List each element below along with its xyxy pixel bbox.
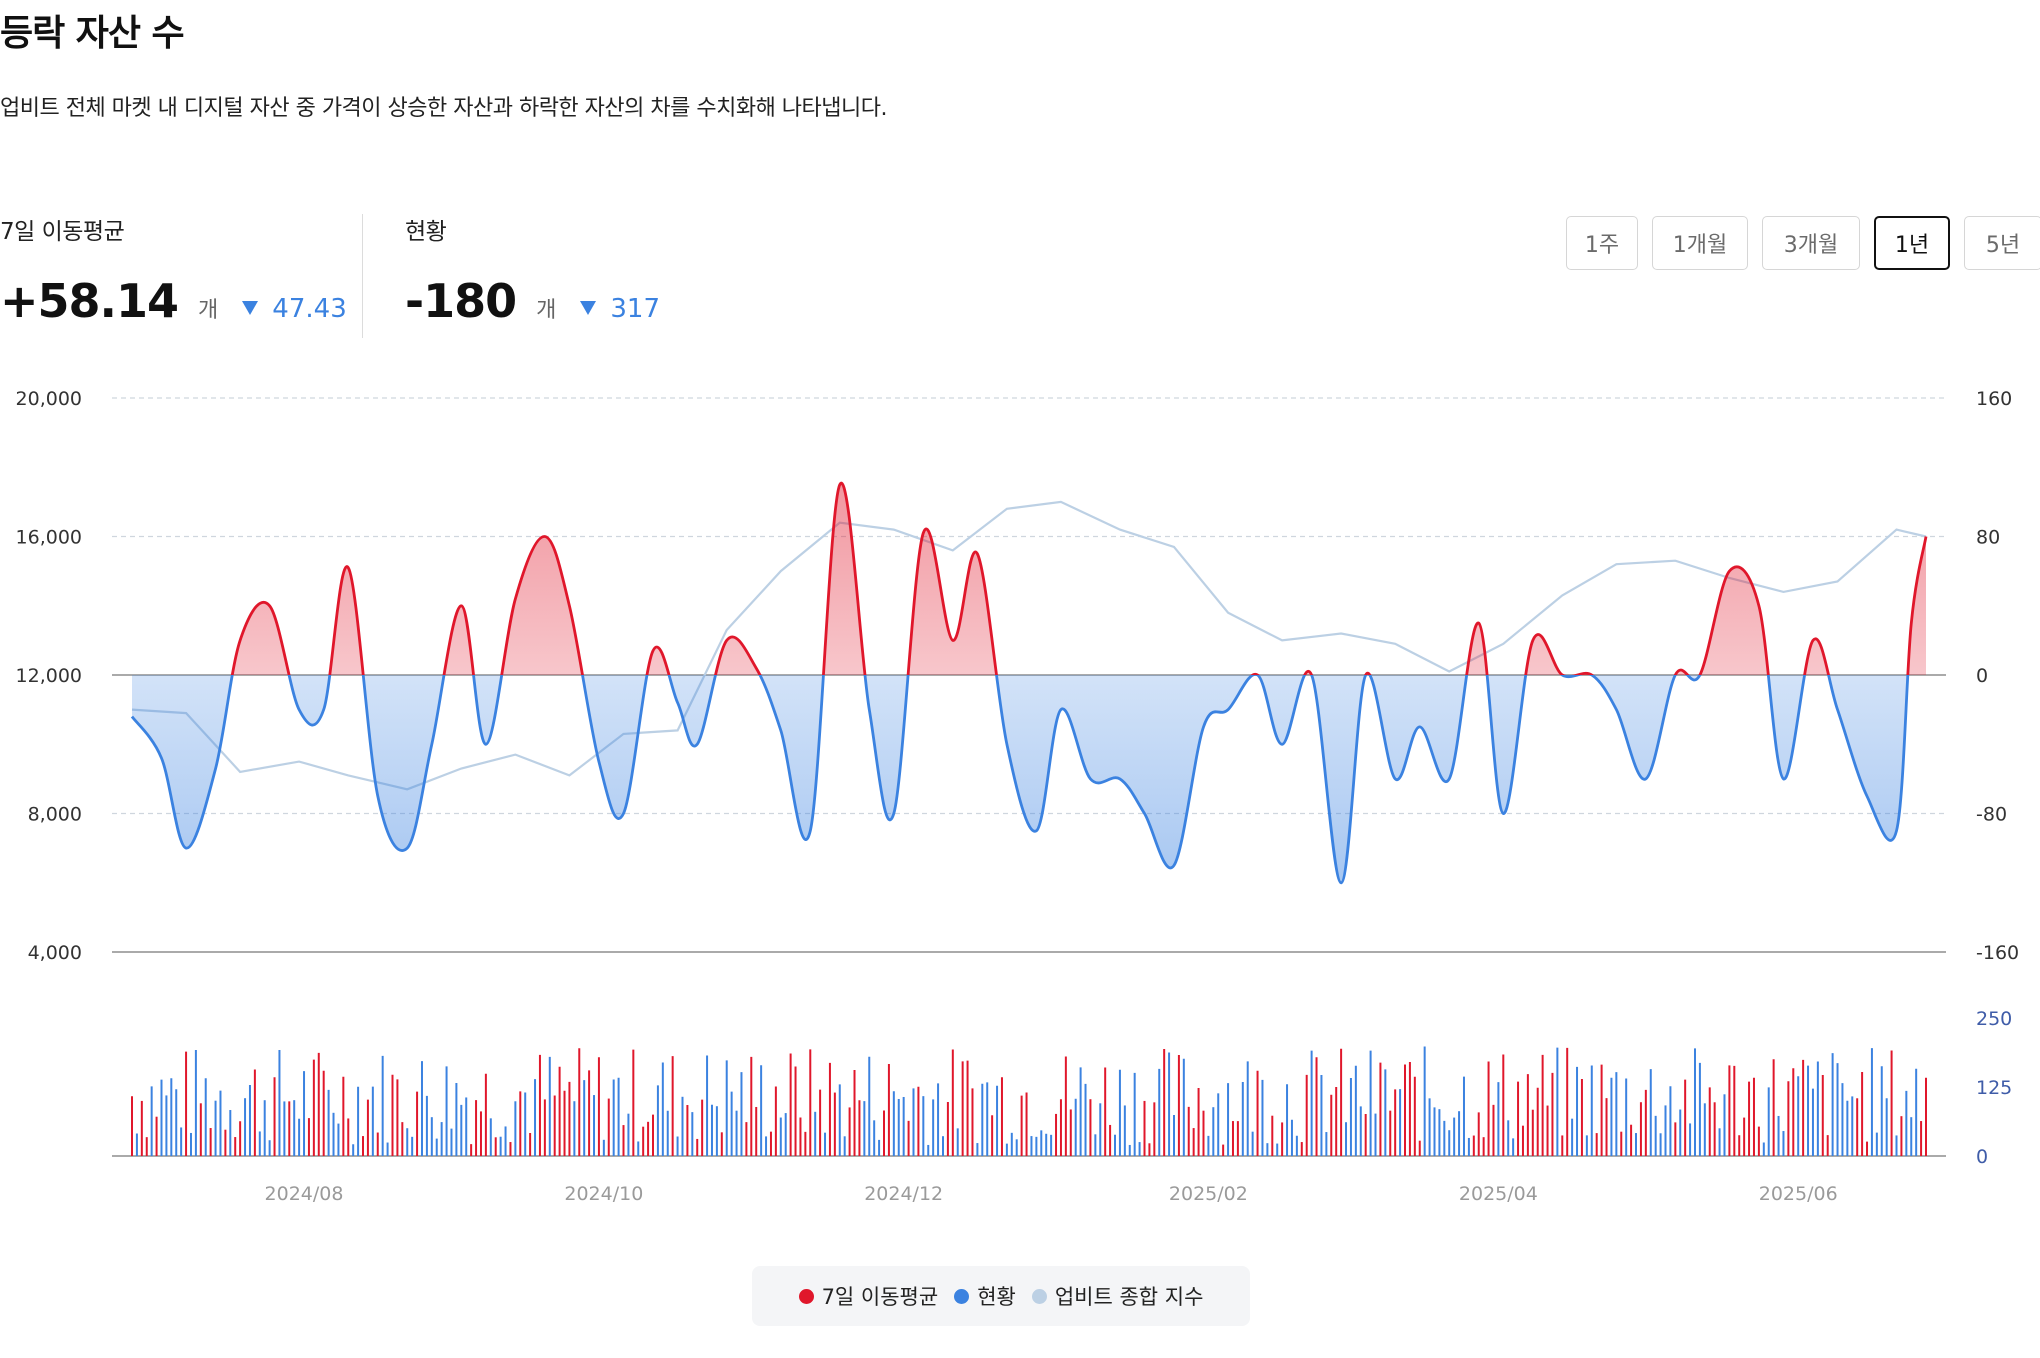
- period-1y-button[interactable]: 1년: [1874, 216, 1950, 270]
- legend-dot: [798, 1288, 814, 1304]
- stat-label: 7일 이동평균: [0, 219, 125, 245]
- page-description: 업비트 전체 마켓 내 디지털 자산 중 가격이 상승한 자산과 하락한 자산의…: [0, 96, 888, 121]
- stat-moving-average: 7일 이동평균 +58.14 개 47.43: [0, 212, 347, 328]
- y-left-tick-label: 16,000: [16, 527, 82, 549]
- y-right-tick-label: 0: [1976, 665, 1988, 687]
- stat-value: +58.14: [0, 274, 179, 328]
- bar-axis-tick-label: 0: [1976, 1146, 1988, 1168]
- legend-item-index[interactable]: 업비트 종합 지수: [1031, 1281, 1203, 1311]
- x-tick-label: 2024/08: [265, 1183, 344, 1205]
- stat-value: -180: [405, 274, 517, 328]
- stat-current: 현황 -180 개 317: [405, 212, 660, 328]
- page-title: 등락 자산 수: [0, 13, 185, 54]
- period-3m-button[interactable]: 3개월: [1762, 216, 1860, 270]
- stat-label: 현황: [405, 219, 447, 245]
- legend-dot: [1031, 1288, 1047, 1304]
- legend-dot: [954, 1288, 970, 1304]
- area-above-zero: [132, 483, 1926, 675]
- period-1m-button[interactable]: 1개월: [1652, 216, 1748, 270]
- y-right-tick-label: 80: [1976, 527, 2000, 549]
- x-tick-label: 2025/06: [1759, 1183, 1838, 1205]
- y-right-tick-label: -160: [1976, 942, 2019, 964]
- bar-axis-tick-label: 250: [1976, 1008, 2012, 1030]
- triangle-down-icon: [242, 301, 259, 315]
- stat-unit: 개: [198, 298, 219, 323]
- y-left-tick-label: 4,000: [28, 942, 82, 964]
- chart-legend: 7일 이동평균 현황 업비트 종합 지수: [752, 1266, 1250, 1326]
- x-tick-label: 2024/12: [864, 1183, 943, 1205]
- breadth-chart: 20,000 160 16,000 80 12,000 0 8,000 -80 4,000 -16…: [16, 388, 2020, 1205]
- area-below-zero: [132, 675, 1926, 883]
- period-5y-button[interactable]: 5년: [1964, 216, 2040, 270]
- series-line-ma-positive: [230, 481, 1928, 675]
- stat-divider: [362, 214, 363, 338]
- triangle-down-icon: [580, 301, 597, 315]
- period-selector: 1주 1개월 3개월 1년 5년: [1566, 216, 2040, 270]
- y-right-tick-label: 160: [1976, 388, 2012, 410]
- y-right-tick-label: -80: [1976, 804, 2007, 826]
- bar-axis-tick-label: 125: [1976, 1077, 2012, 1099]
- x-tick-label: 2025/02: [1169, 1183, 1248, 1205]
- stat-change: 317: [580, 294, 660, 324]
- x-tick-label: 2024/10: [564, 1183, 643, 1205]
- y-left-tick-label: 12,000: [16, 665, 82, 687]
- legend-item-current[interactable]: 현황: [954, 1281, 1016, 1311]
- stat-unit: 개: [536, 298, 557, 323]
- series-line-ma-negative: [130, 675, 1910, 885]
- x-tick-label: 2025/04: [1459, 1183, 1538, 1205]
- period-1w-button[interactable]: 1주: [1566, 216, 1638, 270]
- stat-change: 47.43: [242, 294, 347, 324]
- y-left-tick-label: 8,000: [28, 804, 82, 826]
- series-line-index: [131, 500, 1927, 791]
- y-left-tick-label: 20,000: [16, 388, 82, 410]
- legend-item-ma[interactable]: 7일 이동평균: [798, 1281, 938, 1311]
